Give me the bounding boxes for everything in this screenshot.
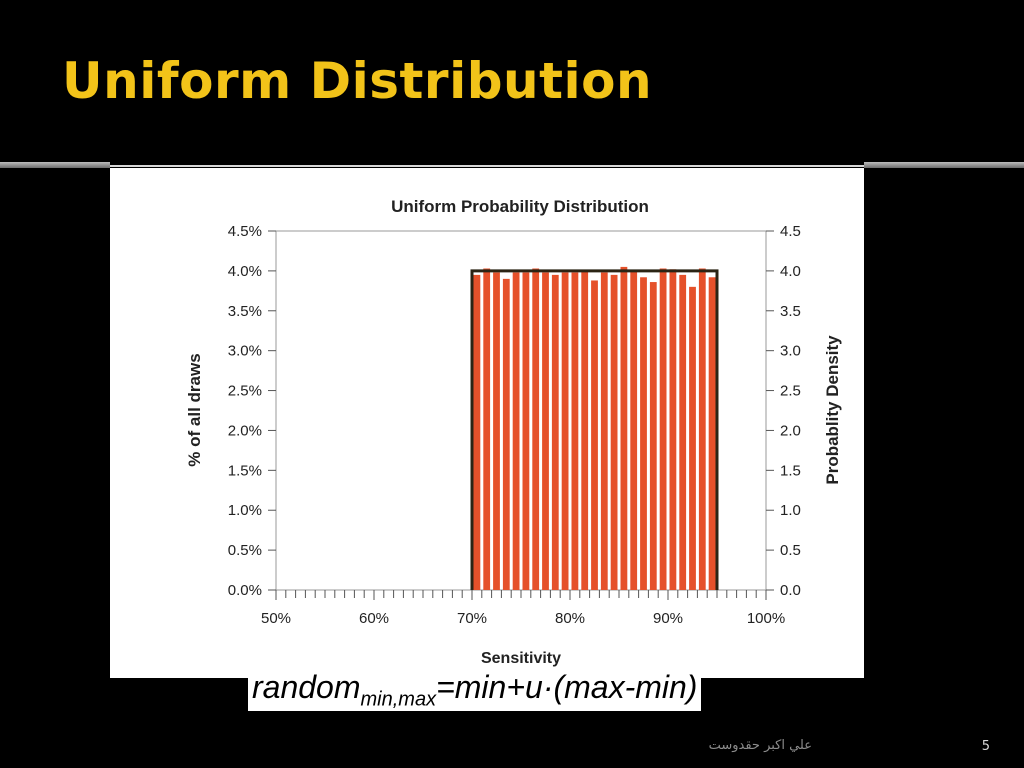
bar — [689, 286, 696, 590]
x-tick-label: 80% — [555, 610, 585, 627]
bar — [473, 274, 481, 590]
title-divider-right — [864, 162, 1024, 168]
y-left-tick-label: 1.0% — [228, 502, 262, 519]
bar — [679, 274, 687, 590]
x-tick-label: 90% — [653, 610, 683, 627]
y-right-tick-label: 3.0 — [780, 343, 801, 360]
y-right-tick-label: 1.0 — [780, 502, 801, 519]
y-left-tick-label: 4.0% — [228, 263, 262, 280]
x-tick-label: 60% — [359, 610, 389, 627]
slide-content: Uniform Probability Distribution 50% 60% 7… — [0, 168, 1024, 768]
page-number: 5 — [981, 739, 990, 754]
y-left-tick-label: 2.5% — [228, 383, 262, 400]
y-left-tick-label: 4.5% — [228, 223, 262, 240]
y-right-tick-label: 3.5 — [780, 303, 801, 320]
bar — [561, 272, 569, 590]
bar — [698, 268, 706, 590]
formula: randommin,max=min+u·(max-min) — [248, 669, 702, 712]
bar — [708, 277, 716, 590]
y-left-axis-ticks: 0.0% 0.5% 1.0% 1.5% 2.0% 2.5% 3.0% 3.5% 4.0% 4.5% — [228, 223, 276, 599]
bar — [512, 272, 520, 590]
y-left-tick-label: 0.5% — [228, 542, 262, 559]
bar — [571, 272, 579, 590]
bar — [493, 272, 500, 590]
bar — [551, 274, 559, 590]
y-right-tick-label: 4.0 — [780, 263, 801, 280]
title-divider-left — [0, 162, 110, 168]
x-minor-ticks — [275, 590, 767, 600]
y-left-axis-label: % of all draws — [185, 353, 204, 466]
bar — [483, 268, 491, 590]
y-right-tick-label: 4.5 — [780, 223, 801, 240]
y-right-tick-label: 2.5 — [780, 383, 801, 400]
chart-panel: Uniform Probability Distribution 50% 60% 7… — [110, 168, 864, 678]
y-left-tick-label: 2.0% — [228, 422, 262, 439]
uniform-distribution-chart: Uniform Probability Distribution 50% 60% 7… — [185, 197, 842, 667]
chart-title: Uniform Probability Distribution — [391, 197, 649, 216]
bar — [630, 270, 638, 590]
bar — [522, 272, 530, 590]
bar-series — [473, 266, 716, 590]
bar — [610, 274, 618, 590]
bar — [640, 277, 647, 590]
title-divider-middle — [110, 165, 864, 167]
title-bar: Uniform Distribution — [0, 0, 1024, 160]
bar — [542, 272, 549, 590]
bar — [620, 266, 628, 590]
density-line — [470, 269, 719, 590]
bar — [591, 280, 598, 590]
y-left-tick-label: 1.5% — [228, 462, 262, 479]
formula-rest: =min+u·(max-min) — [436, 669, 698, 705]
x-tick-label: 100% — [747, 610, 785, 627]
bar — [669, 269, 677, 590]
bar — [502, 278, 510, 590]
y-left-tick-label: 0.0% — [228, 582, 262, 599]
bar — [659, 268, 667, 590]
y-right-axis-label: Probablity Density — [823, 335, 842, 485]
density-outline — [470, 269, 719, 590]
x-tick-label: 50% — [261, 610, 291, 627]
formula-main: random — [252, 669, 361, 705]
bar — [581, 270, 589, 590]
footer-author: علي اكبر حقدوست — [708, 738, 812, 753]
y-right-tick-label: 2.0 — [780, 422, 801, 439]
bar — [600, 272, 608, 590]
x-tick-label: 70% — [457, 610, 487, 627]
bar — [649, 282, 657, 590]
slide-title: Uniform Distribution — [62, 52, 653, 110]
x-axis-label: Sensitivity — [481, 650, 561, 667]
y-right-tick-label: 0.0 — [780, 582, 801, 599]
y-left-tick-label: 3.5% — [228, 303, 262, 320]
formula-subscript: min,max — [360, 688, 437, 711]
x-axis-ticks: 50% 60% 70% 80% 90% 100% — [261, 610, 785, 627]
y-right-axis-ticks: 0.0 0.5 1.0 1.5 2.0 2.5 3.0 3.5 4.0 4.5 — [766, 223, 801, 599]
y-right-tick-label: 0.5 — [780, 542, 801, 559]
bar — [532, 268, 540, 590]
y-left-tick-label: 3.0% — [228, 343, 262, 360]
y-right-tick-label: 1.5 — [780, 462, 801, 479]
